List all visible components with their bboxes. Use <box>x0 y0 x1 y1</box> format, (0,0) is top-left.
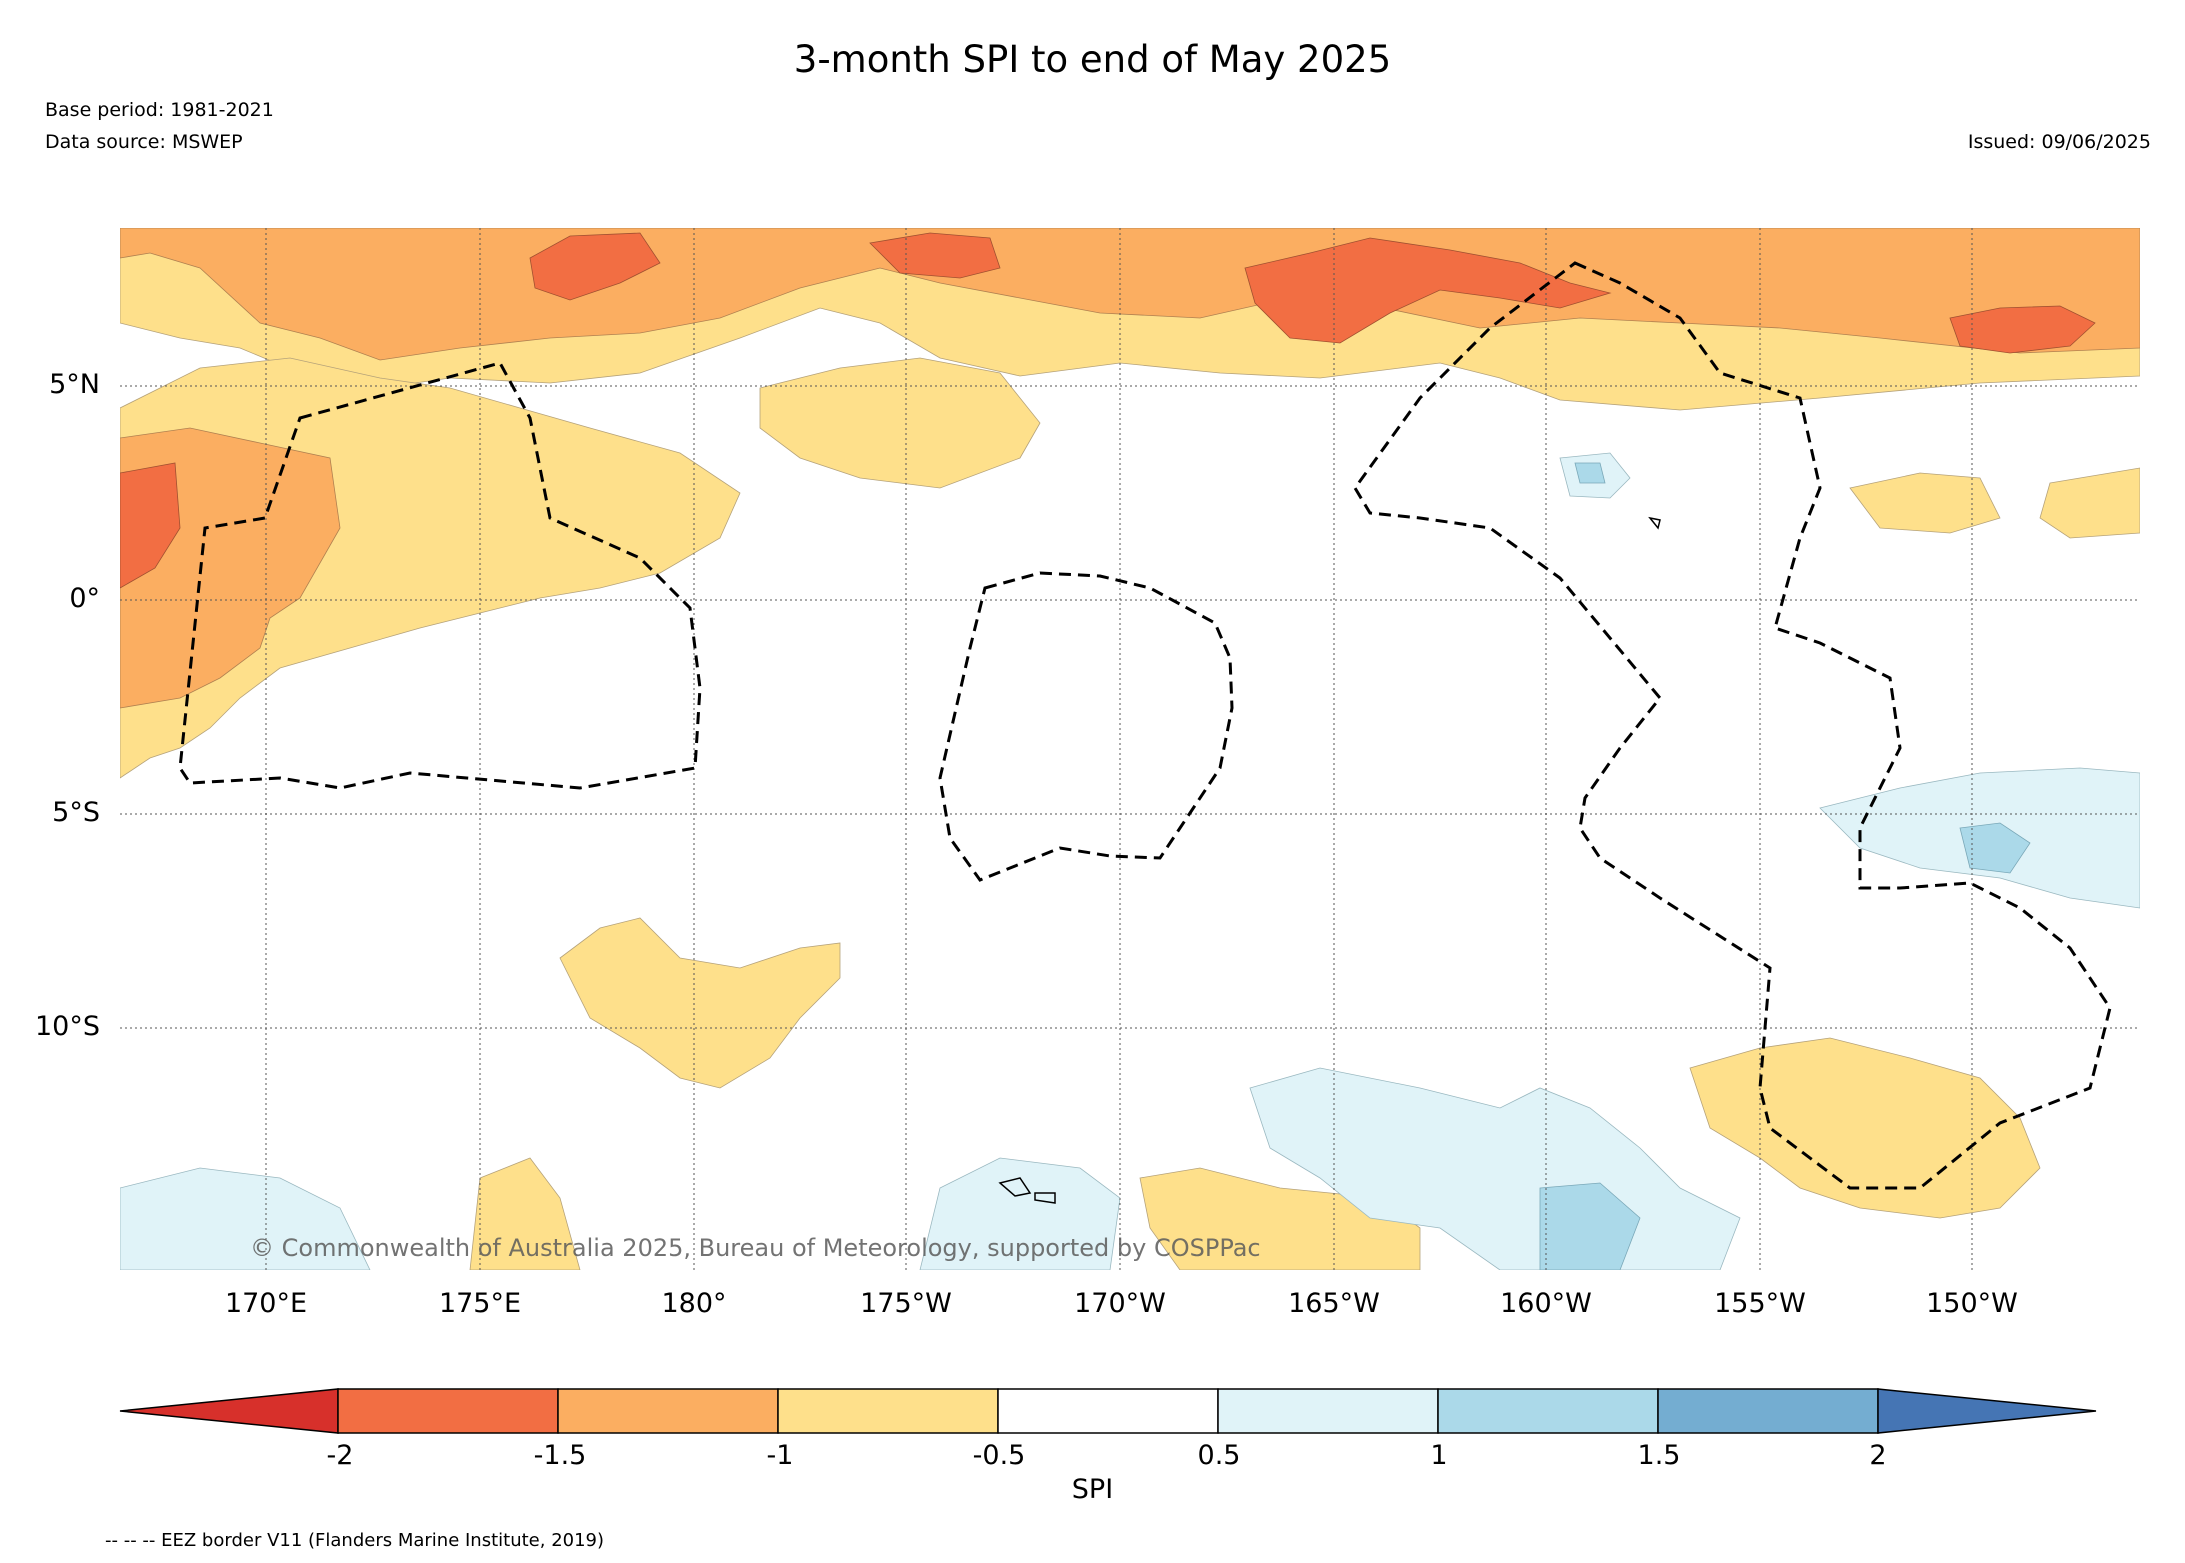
spi-region-dry-east-2 <box>2039 467 2140 539</box>
spi-region-severe-north-1 <box>1244 237 1612 344</box>
cb-arrow-low <box>119 1388 339 1434</box>
cb-tick-label-1: 1 <box>1430 1440 1448 1471</box>
data-source-text: Data source: MSWEP <box>45 131 243 153</box>
spi-colorbar <box>119 1388 2097 1434</box>
cb-segment-3 <box>777 1388 999 1434</box>
cb-segment-6 <box>1437 1388 1659 1434</box>
lon-label-175w: 175°W <box>860 1288 952 1319</box>
lon-label-150w: 150°W <box>1926 1288 2018 1319</box>
spi-region-wet-south-3 <box>120 1167 371 1270</box>
spi-region-severe-north-4 <box>869 232 1001 279</box>
spi-region-dry-south-2 <box>1689 1037 2041 1219</box>
cb-tick-label-neg2: -2 <box>326 1440 354 1471</box>
eez-border-kiribati-gilbert <box>178 361 702 790</box>
lon-label-165w: 165°W <box>1288 1288 1380 1319</box>
lat-label-5s: 5°S <box>52 797 100 828</box>
spi-region-very-wet-south <box>1539 1182 1641 1270</box>
spi-region-dry-central <box>759 357 1041 489</box>
island-samoa-2 <box>1034 1192 1056 1204</box>
spi-region-severe-west <box>120 462 181 589</box>
spi-region-dry-south-3 <box>1139 1167 1421 1270</box>
lat-label-0: 0° <box>69 583 100 614</box>
island-kiribati-atoll <box>1648 516 1661 530</box>
lon-label-160w: 160°W <box>1500 1288 1592 1319</box>
lon-label-180: 180° <box>661 1288 727 1319</box>
map-title: 3-month SPI to end of May 2025 <box>793 38 1392 81</box>
cb-segment-4 <box>997 1388 1219 1434</box>
eez-borders <box>178 261 2112 1190</box>
spi-region-dry-south-4 <box>469 1157 581 1270</box>
cb-segment-2 <box>557 1388 779 1434</box>
cb-segment-5 <box>1217 1388 1439 1434</box>
lat-label-5n: 5°N <box>49 369 100 400</box>
lat-label-10s: 10°S <box>35 1011 100 1042</box>
lon-label-170e: 170°E <box>224 1288 308 1319</box>
spi-region-very-wet-north-east <box>1574 462 1606 484</box>
lon-label-155w: 155°W <box>1714 1288 1806 1319</box>
issued-date-text: Issued: 09/06/2025 <box>1967 131 2151 153</box>
eez-footnote: -- -- -- EEZ border V11 (Flanders Marine… <box>105 1530 605 1551</box>
spi-region-severe-north-2 <box>1949 305 2096 354</box>
cb-tick-label-1-5: 1.5 <box>1637 1440 1681 1471</box>
cb-tick-label-0-5: 0.5 <box>1197 1440 1241 1471</box>
cb-tick-label-2: 2 <box>1869 1440 1887 1471</box>
eez-border-line-islands <box>1353 261 2112 1190</box>
cb-arrow-high <box>1877 1388 2097 1434</box>
graticule <box>120 228 2140 1270</box>
cb-segment-7 <box>1657 1388 1879 1434</box>
copyright-text: © Commonwealth of Australia 2025, Bureau… <box>250 1234 1261 1262</box>
islands <box>998 516 1661 1204</box>
island-samoa <box>998 1177 1032 1197</box>
spi-region-very-wet-east <box>1959 822 2031 874</box>
spi-region-dry-east <box>1849 472 2001 534</box>
cb-segment-1 <box>337 1388 559 1434</box>
cb-tick-label-neg1: -1 <box>766 1440 794 1471</box>
eez-border-tokelau <box>938 571 1234 882</box>
colorbar-title: SPI <box>1071 1474 1114 1505</box>
cb-tick-label-neg0-5: -0.5 <box>972 1440 1026 1471</box>
spi-region-severe-north-3 <box>529 232 661 301</box>
spi-map <box>120 228 2140 1270</box>
spi-region-dry-south-1 <box>559 917 841 1089</box>
cb-tick-label-neg1-5: -1.5 <box>533 1440 587 1471</box>
base-period-text: Base period: 1981-2021 <box>45 99 274 121</box>
lon-label-175e: 175°E <box>438 1288 522 1319</box>
lon-label-170w: 170°W <box>1074 1288 1166 1319</box>
